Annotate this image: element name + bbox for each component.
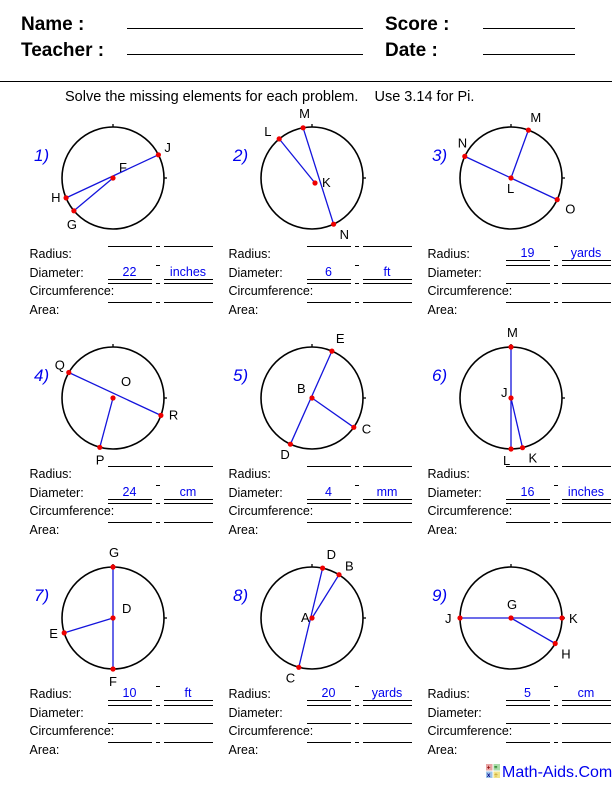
svg-text:E: E [336, 331, 345, 346]
svg-text:L: L [507, 181, 514, 196]
svg-text:N: N [340, 227, 349, 242]
svg-text:D: D [122, 601, 131, 616]
svg-text:G: G [507, 597, 517, 612]
svg-text:J: J [164, 140, 171, 155]
svg-text:K: K [322, 175, 331, 190]
svg-text:K: K [569, 611, 578, 626]
svg-text:+: + [487, 764, 491, 771]
svg-text:G: G [67, 217, 77, 232]
svg-text:P: P [96, 452, 105, 467]
svg-text:A: A [301, 610, 310, 625]
svg-text:H: H [51, 190, 60, 205]
svg-text:F: F [119, 160, 127, 175]
svg-text:N: N [458, 135, 467, 150]
svg-text:C: C [362, 421, 371, 436]
svg-text:J: J [501, 385, 508, 400]
svg-text:H: H [561, 647, 570, 662]
svg-text:R: R [169, 407, 178, 422]
svg-text:M: M [507, 325, 518, 340]
svg-text:B: B [345, 559, 354, 574]
svg-text:x: x [487, 772, 491, 778]
svg-text:K: K [529, 451, 538, 466]
svg-text:O: O [121, 374, 131, 389]
svg-text:M: M [530, 110, 541, 125]
svg-text:C: C [286, 670, 295, 685]
svg-text:D: D [327, 547, 336, 562]
svg-text:D: D [280, 447, 289, 462]
svg-text:M: M [299, 106, 310, 121]
svg-text:G: G [109, 545, 119, 560]
svg-text:E: E [49, 626, 58, 641]
svg-text:J: J [445, 611, 452, 626]
svg-text:Q: Q [55, 358, 65, 373]
svg-text:O: O [565, 202, 575, 217]
svg-text:÷: ÷ [494, 772, 498, 778]
svg-text:B: B [297, 381, 306, 396]
svg-text:L: L [264, 124, 271, 139]
